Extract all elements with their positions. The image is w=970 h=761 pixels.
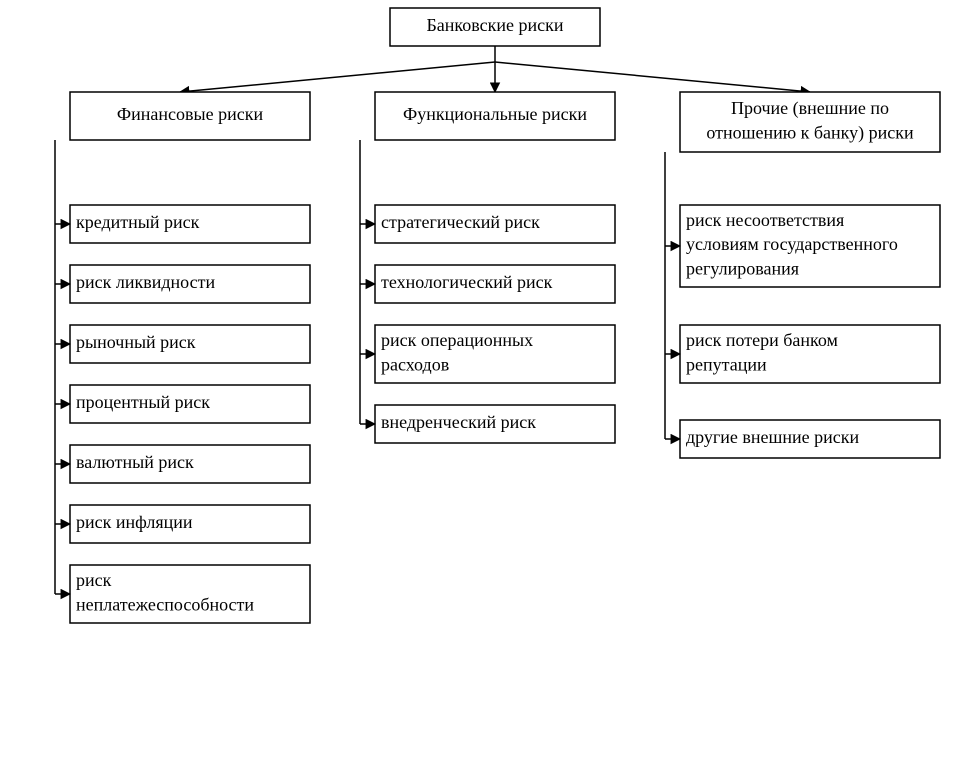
item-label-other-0: риск несоответствия xyxy=(686,210,844,230)
item-label-fin-3: процентный риск xyxy=(76,392,210,412)
diagram-canvas: Банковские риски Финансовые риски кредитны… xyxy=(0,0,970,761)
item-label-other-0: регулирования xyxy=(686,258,799,278)
item-label-func-0: стратегический риск xyxy=(381,212,540,232)
item-label-fin-4: валютный риск xyxy=(76,452,194,472)
item-label-fin-1: риск ликвидности xyxy=(76,272,215,292)
item-label-other-1: риск потери банком xyxy=(686,330,838,350)
header-label-other: Прочие (внешние по xyxy=(731,98,889,119)
root-label: Банковские риски xyxy=(426,15,563,35)
item-label-func-2: расходов xyxy=(381,354,449,374)
header-label-fin: Финансовые риски xyxy=(117,104,264,124)
item-label-fin-2: рыночный риск xyxy=(76,332,196,352)
header-label-other: отношению к банку) риски xyxy=(706,122,914,143)
item-label-func-2: риск операционных xyxy=(381,330,533,350)
root-arrow-2 xyxy=(495,62,810,92)
item-label-other-2: другие внешние риски xyxy=(686,427,860,447)
item-label-fin-6: риск xyxy=(76,570,112,590)
item-label-fin-5: риск инфляции xyxy=(76,512,193,532)
root-arrow-0 xyxy=(180,62,495,92)
item-label-func-1: технологический риск xyxy=(381,272,553,292)
item-label-func-3: внедренческий риск xyxy=(381,412,536,432)
item-label-fin-6: неплатежеспособности xyxy=(76,594,254,614)
header-label-func: Функциональные риски xyxy=(403,104,587,124)
item-label-other-1: репутации xyxy=(686,354,767,374)
item-label-other-0: условиям государственного xyxy=(686,234,898,254)
item-label-fin-0: кредитный риск xyxy=(76,212,200,232)
